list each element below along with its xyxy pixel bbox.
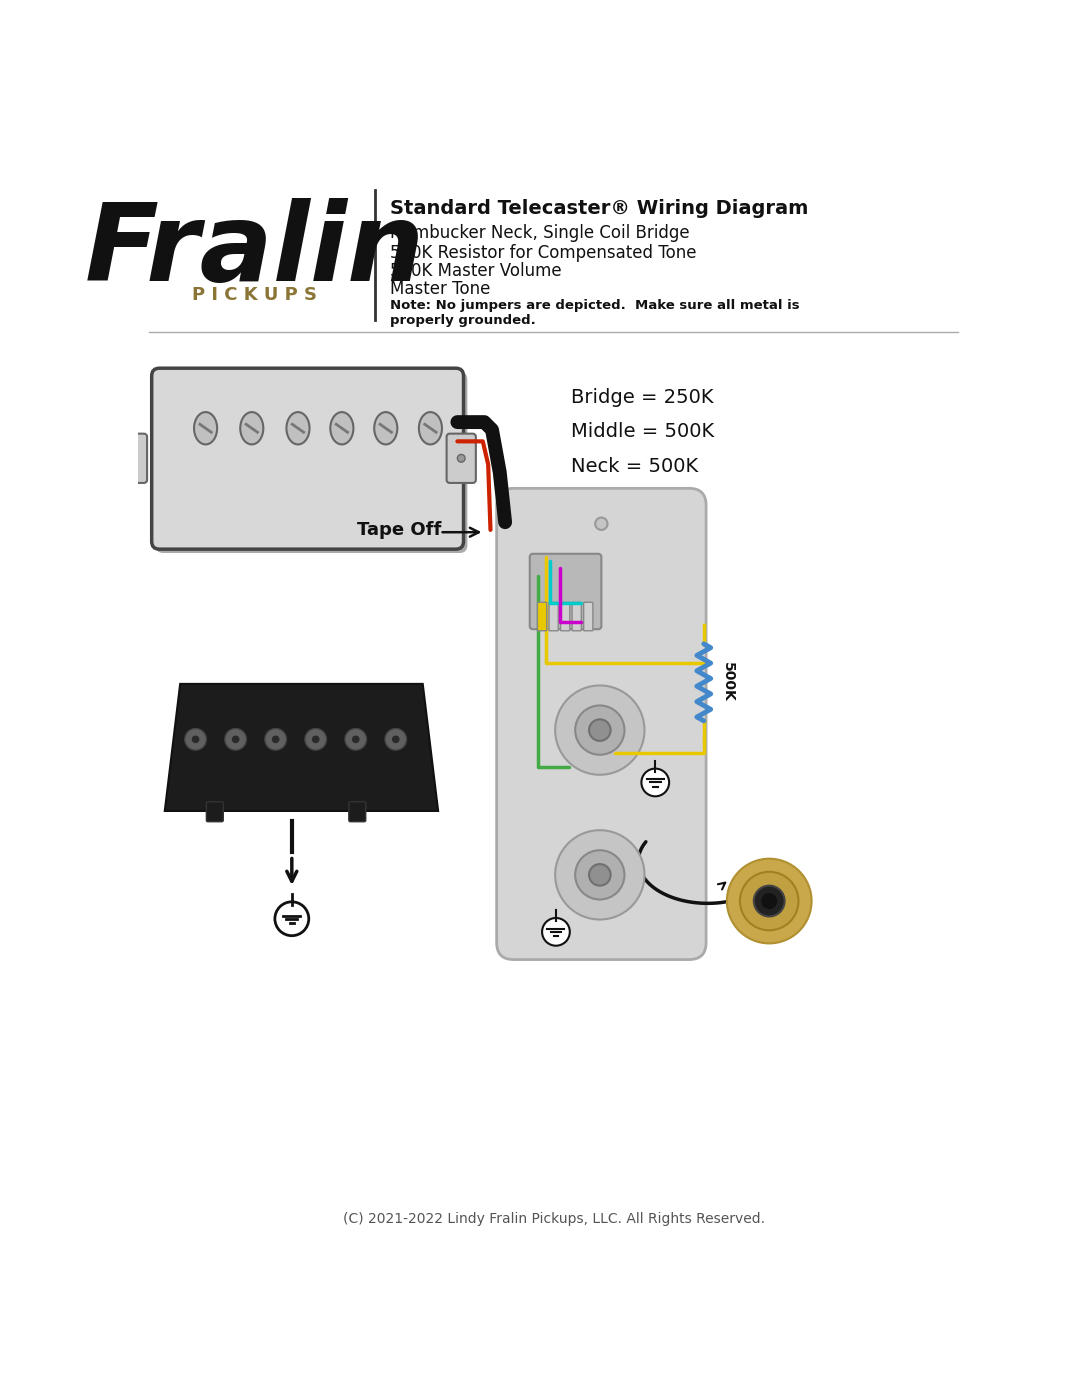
Text: (C) 2021-2022 Lindy Fralin Pickups, LLC. All Rights Reserved.: (C) 2021-2022 Lindy Fralin Pickups, LLC.… (343, 1212, 764, 1226)
Circle shape (185, 728, 206, 750)
FancyBboxPatch shape (572, 602, 582, 631)
Text: Bridge = 250K: Bridge = 250K (571, 388, 713, 407)
Text: 500K Resistor for Compensated Tone: 500K Resistor for Compensated Tone (390, 244, 697, 262)
Circle shape (385, 728, 406, 750)
Text: Standard Telecaster® Wiring Diagram: Standard Telecaster® Wiring Diagram (390, 199, 809, 217)
FancyBboxPatch shape (156, 372, 467, 553)
Circle shape (392, 735, 400, 743)
Ellipse shape (286, 412, 309, 444)
Circle shape (225, 728, 246, 750)
Text: Tape Off: Tape Off (358, 521, 442, 539)
Circle shape (271, 735, 280, 743)
Circle shape (740, 872, 799, 930)
Text: 500K: 500K (721, 662, 735, 703)
Text: P I C K U P S: P I C K U P S (192, 286, 318, 304)
FancyBboxPatch shape (549, 602, 558, 631)
Circle shape (345, 728, 366, 750)
Circle shape (575, 706, 625, 755)
Circle shape (556, 686, 644, 774)
Circle shape (542, 918, 570, 946)
FancyBboxPatch shape (446, 434, 476, 483)
FancyBboxPatch shape (496, 489, 706, 959)
Circle shape (275, 902, 309, 935)
Circle shape (556, 830, 644, 920)
Circle shape (265, 728, 286, 750)
Ellipse shape (240, 412, 264, 444)
FancyBboxPatch shape (118, 434, 147, 483)
Ellipse shape (596, 518, 608, 529)
Text: Neck = 500K: Neck = 500K (571, 458, 697, 476)
Ellipse shape (374, 412, 398, 444)
Circle shape (762, 895, 776, 909)
Text: Humbucker Neck, Single Coil Bridge: Humbucker Neck, Single Coil Bridge (390, 224, 690, 242)
Circle shape (352, 735, 360, 743)
FancyBboxPatch shape (206, 802, 224, 822)
FancyBboxPatch shape (561, 602, 570, 631)
Text: Fralin: Fralin (84, 199, 425, 304)
Circle shape (311, 735, 320, 743)
Circle shape (575, 850, 625, 900)
Circle shape (753, 886, 785, 917)
FancyBboxPatch shape (537, 602, 547, 631)
Circle shape (589, 720, 611, 741)
Circle shape (641, 769, 669, 797)
Text: Middle = 500K: Middle = 500K (571, 421, 713, 441)
Text: Master Tone: Master Tone (390, 280, 491, 298)
Text: 500K Master Volume: 500K Master Volume (390, 262, 562, 280)
FancyBboxPatch shape (530, 554, 601, 629)
Polygon shape (164, 683, 438, 811)
Circle shape (457, 455, 465, 462)
Circle shape (231, 735, 240, 743)
Circle shape (726, 858, 812, 944)
FancyBboxPatch shape (584, 602, 592, 631)
Circle shape (305, 728, 326, 750)
Circle shape (589, 864, 611, 886)
FancyBboxPatch shape (151, 368, 464, 549)
Circle shape (129, 455, 136, 462)
Circle shape (191, 735, 199, 743)
Text: Note: No jumpers are depicted.  Make sure all metal is
properly grounded.: Note: No jumpers are depicted. Make sure… (390, 298, 800, 326)
Ellipse shape (331, 412, 353, 444)
Ellipse shape (418, 412, 442, 444)
Ellipse shape (193, 412, 217, 444)
FancyBboxPatch shape (349, 802, 365, 822)
